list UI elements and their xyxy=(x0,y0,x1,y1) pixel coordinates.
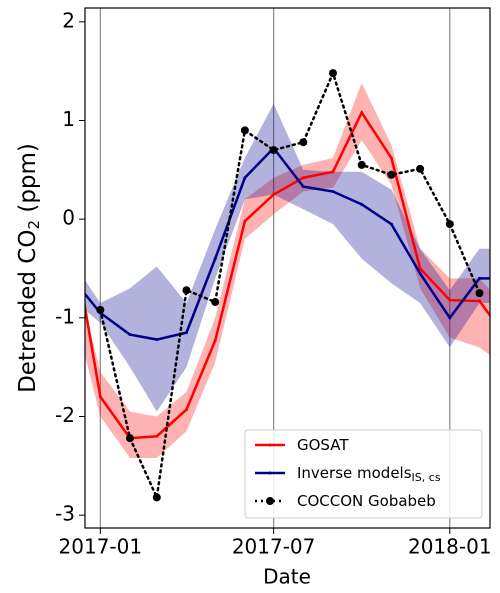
data-point xyxy=(211,298,220,307)
data-point xyxy=(448,298,452,302)
y-tick-label: -1 xyxy=(55,304,75,328)
legend-box xyxy=(244,429,483,519)
data-point xyxy=(152,493,161,502)
y-axis-label: Detrended CO2 (ppm) xyxy=(15,143,43,393)
data-point xyxy=(360,111,364,115)
data-point xyxy=(155,338,159,342)
data-point xyxy=(445,220,454,229)
legend: GOSAT Inverse modelsIS, cs COCCON Gobabeb xyxy=(244,429,483,519)
data-point xyxy=(301,176,305,180)
y-label-suffix: (ppm) xyxy=(15,143,41,220)
data-point xyxy=(418,266,422,270)
data-point xyxy=(184,331,188,335)
data-point xyxy=(155,434,159,438)
data-point xyxy=(184,408,188,412)
legend-label: COCCON Gobabeb xyxy=(297,492,436,510)
data-point xyxy=(299,138,308,147)
legend-label: Inverse modelsIS, cs xyxy=(297,464,441,485)
data-point xyxy=(128,333,132,337)
data-point xyxy=(213,339,217,343)
legend-name: Inverse models xyxy=(297,464,412,482)
data-point xyxy=(389,156,393,160)
data-point xyxy=(418,271,422,275)
axes-frame xyxy=(84,7,491,529)
data-point xyxy=(360,202,364,206)
series-line xyxy=(85,146,490,341)
y-tick-label: 1 xyxy=(62,107,75,131)
axes: -3 -2 -1 0 1 2 2017-01 2017-07 2018-01 xyxy=(55,8,492,558)
data-point xyxy=(240,126,249,135)
legend-marker xyxy=(266,497,274,505)
y-tick-label: -3 xyxy=(55,502,75,526)
data-point xyxy=(448,316,452,320)
data-point xyxy=(272,192,276,196)
data-point xyxy=(357,160,366,169)
data-point xyxy=(213,257,217,261)
legend-sub: IS, cs xyxy=(412,471,441,484)
x-tick-label: 2018-01 xyxy=(408,535,492,559)
y-label-sub: 2 xyxy=(25,220,43,230)
data-point xyxy=(331,170,335,174)
data-point xyxy=(126,434,134,443)
data-point xyxy=(69,275,72,278)
series-line xyxy=(85,110,490,440)
data-point xyxy=(328,69,337,78)
legend-name: GOSAT xyxy=(297,436,349,454)
data-point xyxy=(301,185,305,189)
legend-label: GOSAT xyxy=(297,436,349,454)
data-point xyxy=(182,286,191,295)
data-point xyxy=(331,190,335,194)
y-tick-label: 0 xyxy=(62,206,75,230)
legend-marker xyxy=(268,443,272,447)
y-label-text: Detrended CO xyxy=(15,230,41,393)
data-point xyxy=(387,170,396,179)
data-point xyxy=(98,395,102,399)
data-point xyxy=(475,289,484,298)
series-line xyxy=(99,69,481,502)
data-point xyxy=(243,219,247,223)
legend-name: COCCON Gobabeb xyxy=(297,492,436,510)
x-tick-label: 2017-01 xyxy=(59,535,143,559)
uncertainty-band xyxy=(85,103,490,412)
data-point xyxy=(243,176,247,180)
data-point xyxy=(269,146,278,155)
x-axis-label: Date xyxy=(263,565,311,589)
data-point xyxy=(477,299,481,303)
data-point xyxy=(477,276,481,280)
x-tick-label: 2017-07 xyxy=(232,535,316,559)
legend-marker xyxy=(268,471,272,475)
data-point xyxy=(389,222,393,226)
data-point xyxy=(416,164,425,173)
data-point xyxy=(96,305,105,314)
plot-area xyxy=(69,8,490,528)
y-tick-label: 2 xyxy=(62,8,75,32)
y-tick-label: -2 xyxy=(55,403,75,427)
